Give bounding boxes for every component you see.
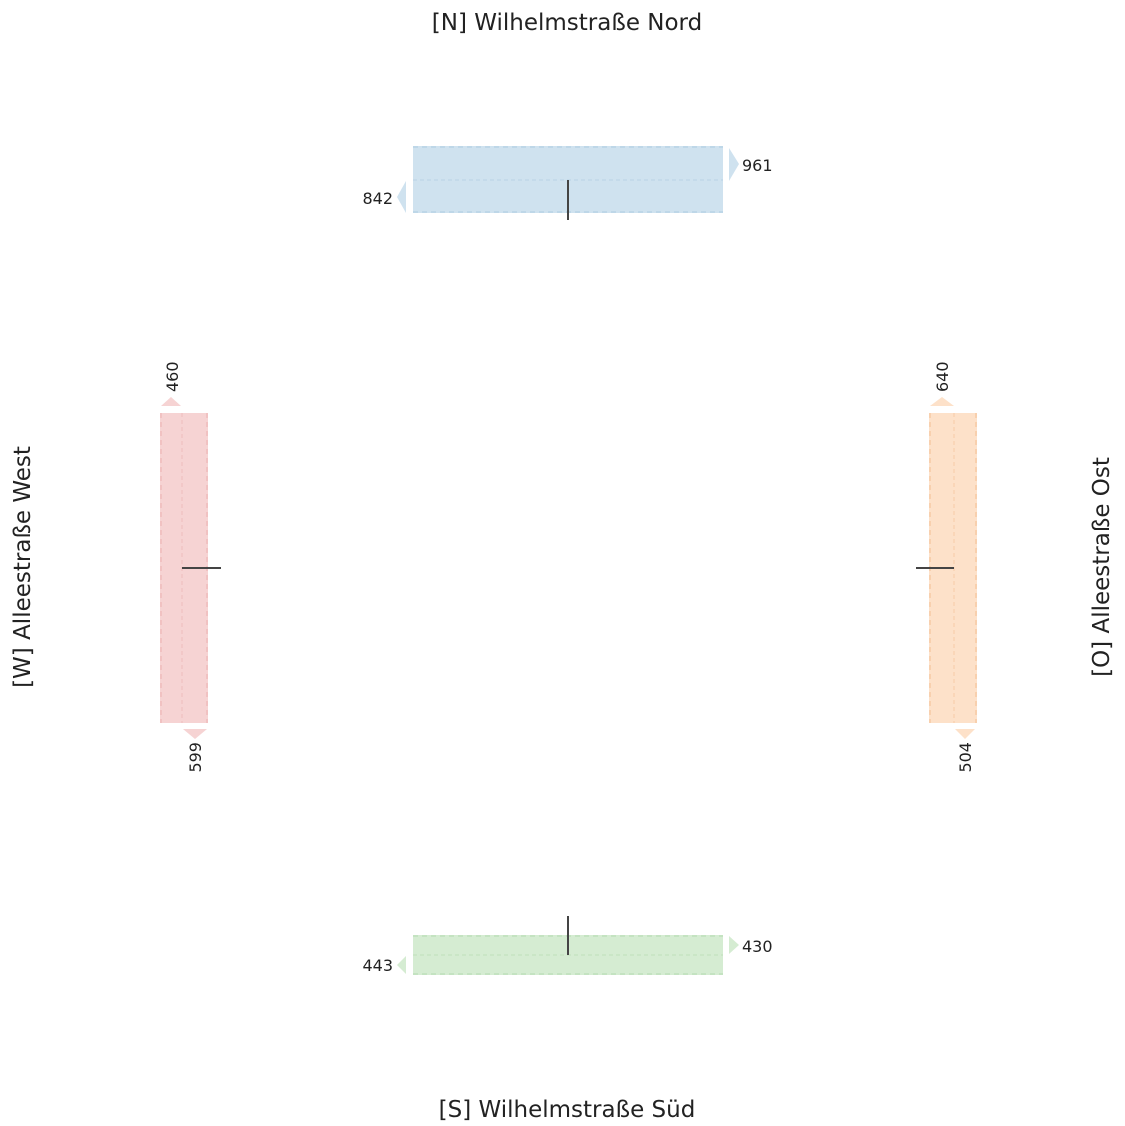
arm-east-count-out: 504 [956,742,975,773]
arm-west-arrow-out [183,729,207,739]
arm-west-count-out: 599 [186,742,205,773]
arm-east-title: [O] Alleestraße Ost [1089,457,1115,677]
arm-south-arrow-in [397,956,406,974]
arm-south-title: [S] Wilhelmstraße Süd [439,1097,696,1123]
arm-south-arrow-out [729,936,739,954]
arm-east: [O] Alleestraße Ost 640 504 [916,361,1115,773]
arm-east-arrow-in [930,397,954,406]
arm-west-title: [W] Alleestraße West [10,446,36,688]
arm-east-count-in: 640 [933,361,952,392]
arm-north-count-in: 842 [362,189,393,208]
arm-north-title: [N] Wilhelmstraße Nord [432,10,702,36]
arm-west-arrow-in [161,397,181,406]
arm-west-count-in: 460 [163,361,182,392]
arm-south: [S] Wilhelmstraße Süd 430 443 [362,916,773,1123]
arm-east-arrow-out [955,729,975,739]
arm-west: [W] Alleestraße West 460 599 [10,361,221,773]
arm-north: [N] Wilhelmstraße Nord 961 842 [362,10,773,220]
arm-south-count-in: 443 [362,956,393,975]
arm-north-arrow-in [397,181,406,213]
arm-north-count-out: 961 [742,156,773,175]
arm-south-count-out: 430 [742,937,773,956]
arm-north-arrow-out [729,148,739,181]
